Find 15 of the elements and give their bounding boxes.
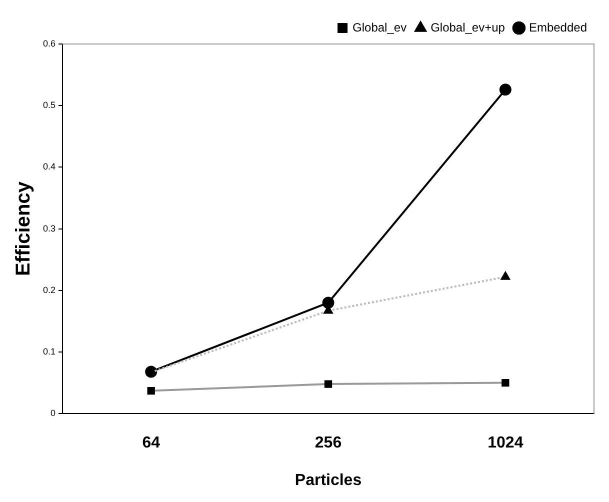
y-tick-label: 0.1 [42,346,56,356]
y-tick-label: 0.3 [42,223,56,234]
y-tick-label: 0.4 [42,162,56,172]
y-tick-label: 0.6 [42,38,56,48]
legend-label: Embedded [528,20,588,34]
y-tick-label: 0 [50,408,56,418]
x-tick-label: 1024 [488,434,524,452]
x-tick-label: 64 [142,434,160,452]
x-tick-label: 256 [314,434,342,452]
legend-label: Global_ev+up [430,20,506,34]
y-axis-title: Efficiency [12,180,35,276]
y-tick-label: 0.5 [42,100,56,110]
y-tick-label: 0.2 [42,284,56,295]
x-axis-title: Particles [294,472,362,489]
legend-label: Global_ev [352,20,407,34]
